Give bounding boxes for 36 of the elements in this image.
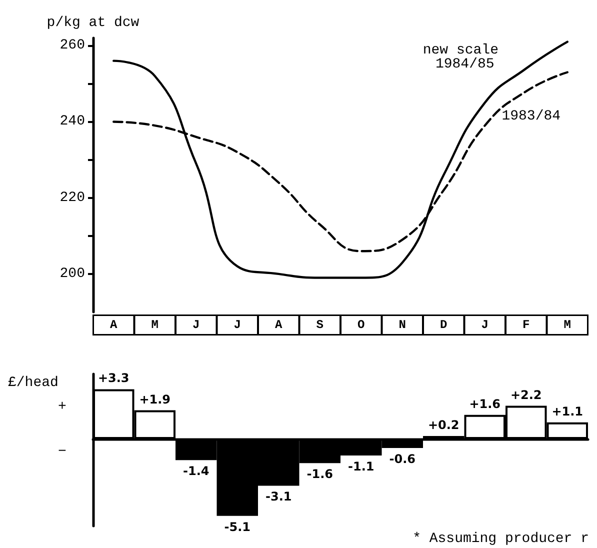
x-tick-label: F [522,318,530,332]
data-label: -0.6 [389,452,416,466]
x-tick-label: J [234,318,241,332]
y-tick-label: 200 [60,266,85,282]
data-label: +1.6 [469,396,501,411]
data-label: -3.1 [266,490,292,504]
x-tick-label: J [192,318,200,332]
data-label: +1.1 [552,404,584,418]
x-tick-label: J [481,318,488,332]
x-tick-label: O [358,318,365,332]
data-label: +3.3 [98,371,130,386]
series-label: new scale 1984/85 [422,42,507,73]
x-tick-label: M [151,318,158,332]
y-tick-label: 240 [60,114,85,130]
y-tick-label: 260 [60,38,85,54]
y-axis-title: £/head [8,375,58,391]
data-label: -1.6 [306,467,333,482]
data-label: +1.9 [139,392,171,406]
y-axis-title: p/kg at dcw [46,15,140,31]
x-tick-label: N [398,318,406,332]
data-label: -5.1 [224,520,250,534]
data-label: +2.2 [510,388,542,402]
data-label: -1.4 [183,464,210,478]
series-label: 1983/84 [502,108,561,124]
x-tick-label: M [564,318,571,332]
x-tick-label: S [316,318,324,332]
x-tick-label: D [440,318,448,332]
y-tick-label: 220 [60,190,85,206]
text: − [58,444,66,460]
text: + [58,399,66,415]
data-label: +0.2 [428,418,460,432]
text: * Assuming producer r [412,531,590,547]
x-tick-label: A [110,318,118,332]
x-tick-label: A [275,318,284,332]
line-series [112,40,568,279]
data-label: -1.1 [348,460,374,474]
